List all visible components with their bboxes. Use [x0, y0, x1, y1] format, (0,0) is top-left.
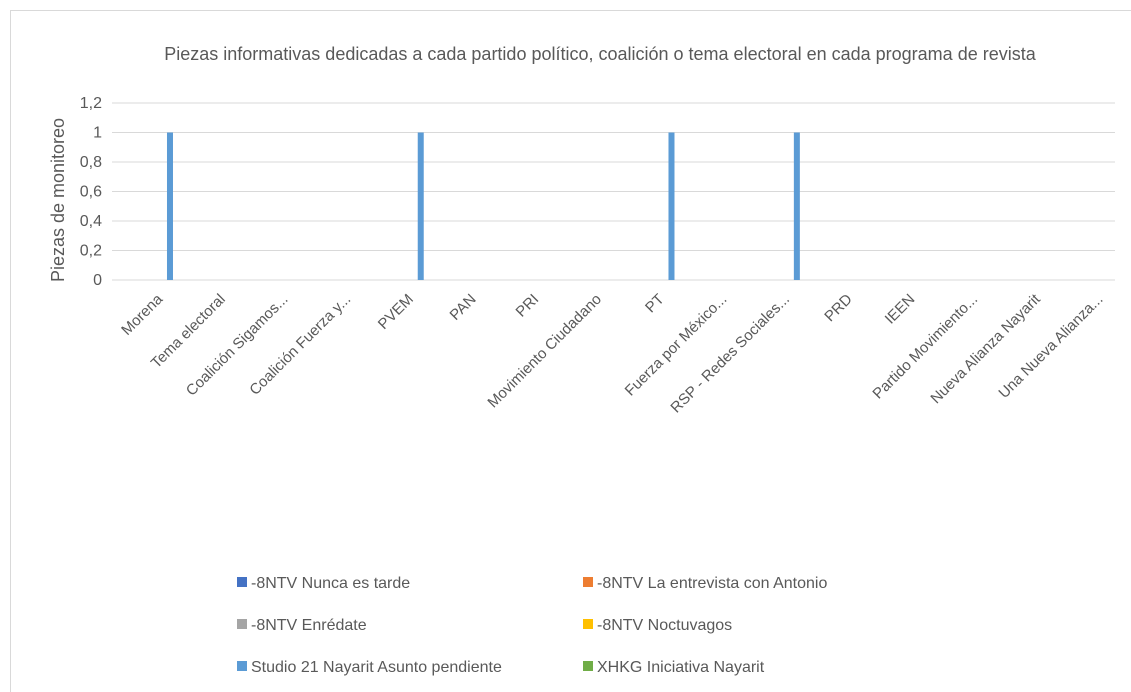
- chart-frame: [10, 10, 1131, 692]
- bar: [417, 132, 424, 280]
- y-tick-label: 0,8: [80, 154, 102, 171]
- legend-swatch: [583, 577, 593, 587]
- x-tick-label: PRD: [821, 291, 856, 326]
- y-tick-label: 1,2: [80, 95, 102, 112]
- legend-label: XHKG Iniciativa Nayarit: [597, 659, 765, 676]
- legend-swatch: [583, 619, 593, 629]
- legend-label: -8NTV Nunca es tarde: [251, 575, 410, 592]
- legend-swatch: [237, 619, 247, 629]
- legend-swatch: [583, 661, 593, 671]
- bar: [793, 132, 800, 280]
- legend-label: -8NTV Enrédate: [251, 617, 367, 634]
- x-tick-label: RSP - Redes Sociales...: [667, 291, 793, 417]
- x-tick-label: PVEM: [375, 291, 417, 333]
- x-tick-label: Nueva Alianza Nayarit: [927, 290, 1044, 407]
- y-tick-label: 0,6: [80, 184, 102, 201]
- legend-label: Studio 21 Nayarit Asunto pendiente: [251, 659, 502, 676]
- chart-title: Piezas informativas dedicadas a cada par…: [164, 44, 1036, 64]
- x-tick-label: Partido Movimiento...: [869, 291, 981, 403]
- y-axis-label: Piezas de monitoreo: [48, 118, 68, 282]
- legend-label: -8NTV Noctuvagos: [597, 617, 732, 634]
- bar: [166, 132, 173, 280]
- y-tick-label: 0,2: [80, 243, 102, 260]
- legend-swatch: [237, 577, 247, 587]
- x-tick-label: PRI: [513, 291, 543, 321]
- x-tick-label: Morena: [118, 290, 166, 338]
- y-tick-label: 0: [93, 272, 102, 289]
- legend-label: -8NTV La entrevista con Antonio: [597, 575, 827, 592]
- legend-swatch: [237, 661, 247, 671]
- x-tick-label: PT: [642, 291, 668, 317]
- x-tick-label: Movimiento Ciudadano: [484, 291, 605, 412]
- y-tick-label: 0,4: [80, 213, 102, 230]
- y-tick-label: 1: [93, 125, 102, 142]
- x-tick-label: Fuerza por México...: [622, 291, 731, 400]
- bar: [668, 132, 675, 280]
- x-tick-label: Una Nueva Alianza...: [995, 291, 1106, 402]
- x-tick-label: IEEN: [882, 291, 919, 328]
- x-tick-label: PAN: [447, 291, 480, 324]
